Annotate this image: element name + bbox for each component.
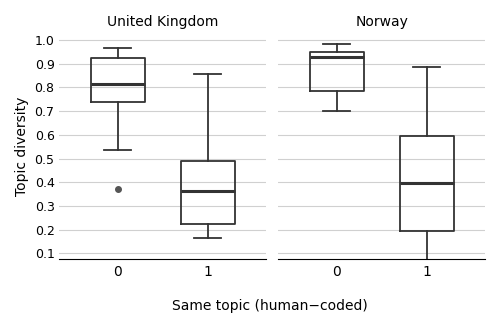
- Title: United Kingdom: United Kingdom: [107, 15, 218, 29]
- Y-axis label: Topic diversity: Topic diversity: [15, 96, 29, 196]
- Text: Same topic (human−coded): Same topic (human−coded): [172, 299, 368, 313]
- Title: Norway: Norway: [356, 15, 408, 29]
